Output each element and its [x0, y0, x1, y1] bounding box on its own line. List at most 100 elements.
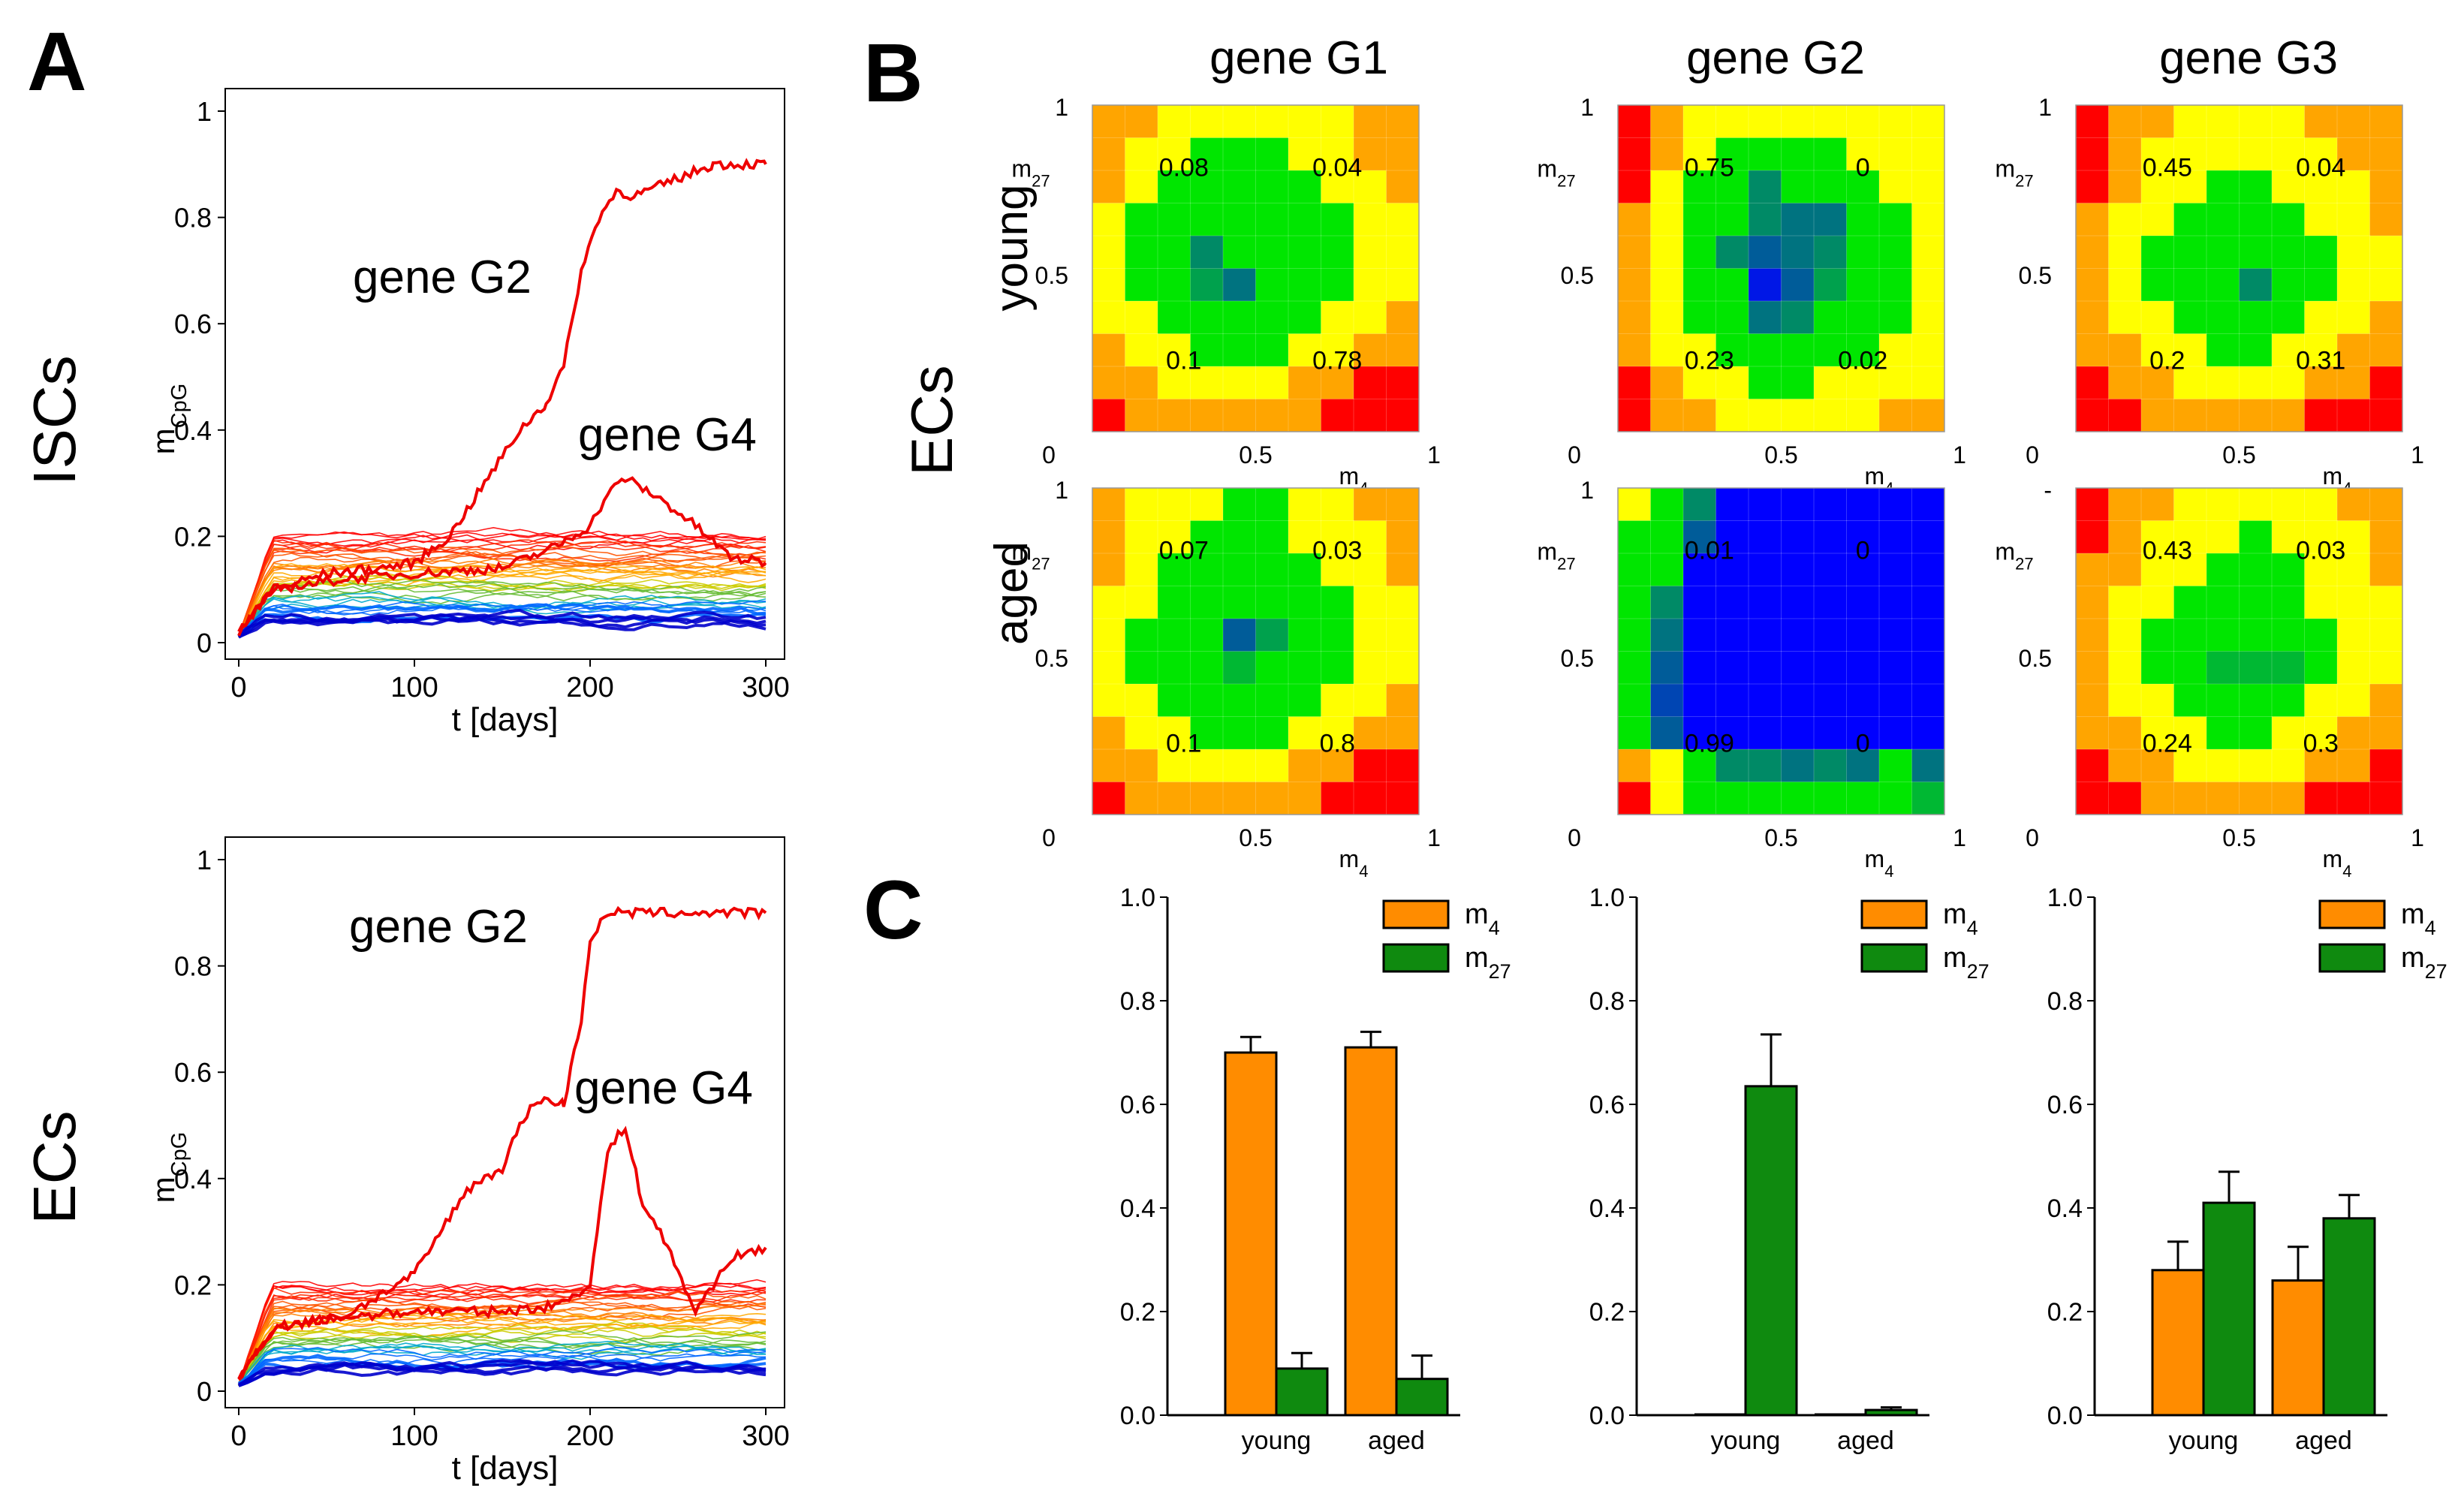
heatmap-cell — [2369, 366, 2403, 400]
heatmap-cell — [2108, 487, 2142, 522]
heatmap-cell — [1125, 235, 1158, 270]
heatmap-cell — [1386, 782, 1420, 815]
heatmap-cell — [1255, 137, 1289, 171]
heatmap-cell — [1813, 716, 1848, 750]
y-tick-label: 0.6 — [174, 1057, 212, 1088]
heatmap-cell — [2075, 170, 2110, 204]
heatmap-cell — [1353, 170, 1387, 204]
heatmap-cell — [2206, 487, 2240, 522]
heatmap-cell — [1748, 782, 1782, 815]
heatmap-cell — [1288, 749, 1322, 783]
heatmap-cell — [1846, 586, 1880, 619]
heatmap-cell — [1125, 716, 1158, 750]
heatmap-cell — [1878, 749, 1913, 783]
heatmap-cell — [1255, 716, 1289, 750]
heatmap-cell — [2239, 520, 2273, 554]
heatmap-cell — [1255, 268, 1289, 302]
legend-swatch — [1860, 899, 1928, 929]
heatmap-cell — [1911, 235, 1945, 270]
heatmap-cell — [1386, 586, 1420, 619]
heatmap-cell — [1846, 487, 1880, 522]
heatmap-cell — [1353, 487, 1387, 522]
heatmap-cell — [1617, 333, 1652, 367]
heatmap-cell — [1125, 749, 1158, 783]
heatmap-gene-g2-aged: 0.01 0 0.99 0 1 0.5 0 0.5 1 m27 m4 — [1537, 477, 1965, 881]
heatmap-cell — [2336, 586, 2371, 619]
heatmap-cell — [1157, 586, 1191, 619]
heatmap-cell — [2108, 586, 2142, 619]
heatmap-cell — [1682, 716, 1717, 750]
heatmap-cell — [1222, 651, 1257, 685]
heatmap-cell — [1878, 651, 1913, 685]
heatmap-cell — [2075, 333, 2110, 367]
heatmap-cell — [1781, 487, 1815, 522]
heatmap-cell — [1157, 333, 1191, 367]
heatmap-cell — [2140, 333, 2175, 367]
heatmap-cell — [2206, 553, 2240, 587]
heatmap-cell — [1911, 487, 1945, 522]
heatmap-cell — [1650, 268, 1684, 302]
heatmap-cell — [1617, 618, 1652, 652]
heatmap-frame — [2075, 487, 2403, 815]
background-trace — [238, 546, 767, 638]
y-tick-label: 0.2 — [1120, 1298, 1155, 1327]
heatmap-cell — [1125, 586, 1158, 619]
heatmap-cell — [1748, 137, 1782, 171]
heatmap-cell — [1846, 203, 1880, 236]
heatmap-cell — [1222, 235, 1257, 270]
quadrant-value: 0 — [1856, 537, 1870, 565]
heatmap-cell — [2239, 586, 2273, 619]
heatmap-cell — [2108, 300, 2142, 335]
heatmap-cell — [1617, 300, 1652, 335]
heatmap-cell — [2140, 618, 2175, 652]
heatmap-cell — [2336, 749, 2371, 783]
heatmap-cell — [1813, 520, 1848, 554]
x-tick-label: 100 — [390, 672, 438, 703]
heatmap-cell — [1813, 586, 1848, 619]
heatmap-cell — [2075, 104, 2110, 139]
x-axis-label: m4 — [1339, 462, 1369, 498]
heatmap-cell — [1682, 399, 1717, 432]
heatmap-cell — [1650, 651, 1684, 685]
y-tick-label: 0.8 — [174, 203, 212, 233]
heatmap-cell — [2336, 553, 2371, 587]
heatmap-cell — [1222, 487, 1257, 522]
heatmap-cell — [1682, 651, 1717, 685]
background-trace — [238, 541, 767, 638]
heatmap-cell — [1617, 137, 1652, 171]
heatmap-cell — [1386, 137, 1420, 171]
heatmap-cell — [1092, 683, 1126, 718]
heatmap-cell — [1682, 235, 1717, 270]
heatmap-cell — [1092, 366, 1126, 400]
heatmap-cell — [1222, 782, 1257, 815]
heatmap-cell — [1715, 782, 1749, 815]
heatmap-cell — [1911, 716, 1945, 750]
heatmap-cell — [1157, 782, 1191, 815]
background-trace — [238, 531, 767, 638]
y-tick-half: 0.5 — [2019, 645, 2052, 672]
quadrant-value: 0.03 — [2296, 537, 2345, 565]
heatmap-cell — [1846, 235, 1880, 270]
heatmap-cell — [1386, 683, 1420, 718]
heatmap-cell — [2075, 300, 2110, 335]
heatmap-cell — [1781, 300, 1815, 335]
heatmap-cell — [1781, 749, 1815, 783]
heatmap-cell — [1813, 651, 1848, 685]
heatmap-cell — [1222, 520, 1257, 554]
heatmap-cell — [1321, 235, 1354, 270]
tick-0: 0 — [1568, 441, 1581, 468]
heatmap-cell — [2108, 618, 2142, 652]
heatmap-cell — [2271, 268, 2306, 302]
heatmap-cell — [1650, 716, 1684, 750]
heatmap-cell — [1650, 203, 1684, 236]
heatmap-cell — [1157, 203, 1191, 236]
row-label: ISCs — [21, 355, 88, 485]
heatmap-cell — [1222, 170, 1257, 204]
x-tick-1: 1 — [1427, 441, 1441, 468]
heatmap-cell — [1092, 586, 1126, 619]
heatmap-cell — [1878, 716, 1913, 750]
quadrant-value: 0.45 — [2143, 154, 2192, 182]
heatmap-cell — [1255, 366, 1289, 400]
